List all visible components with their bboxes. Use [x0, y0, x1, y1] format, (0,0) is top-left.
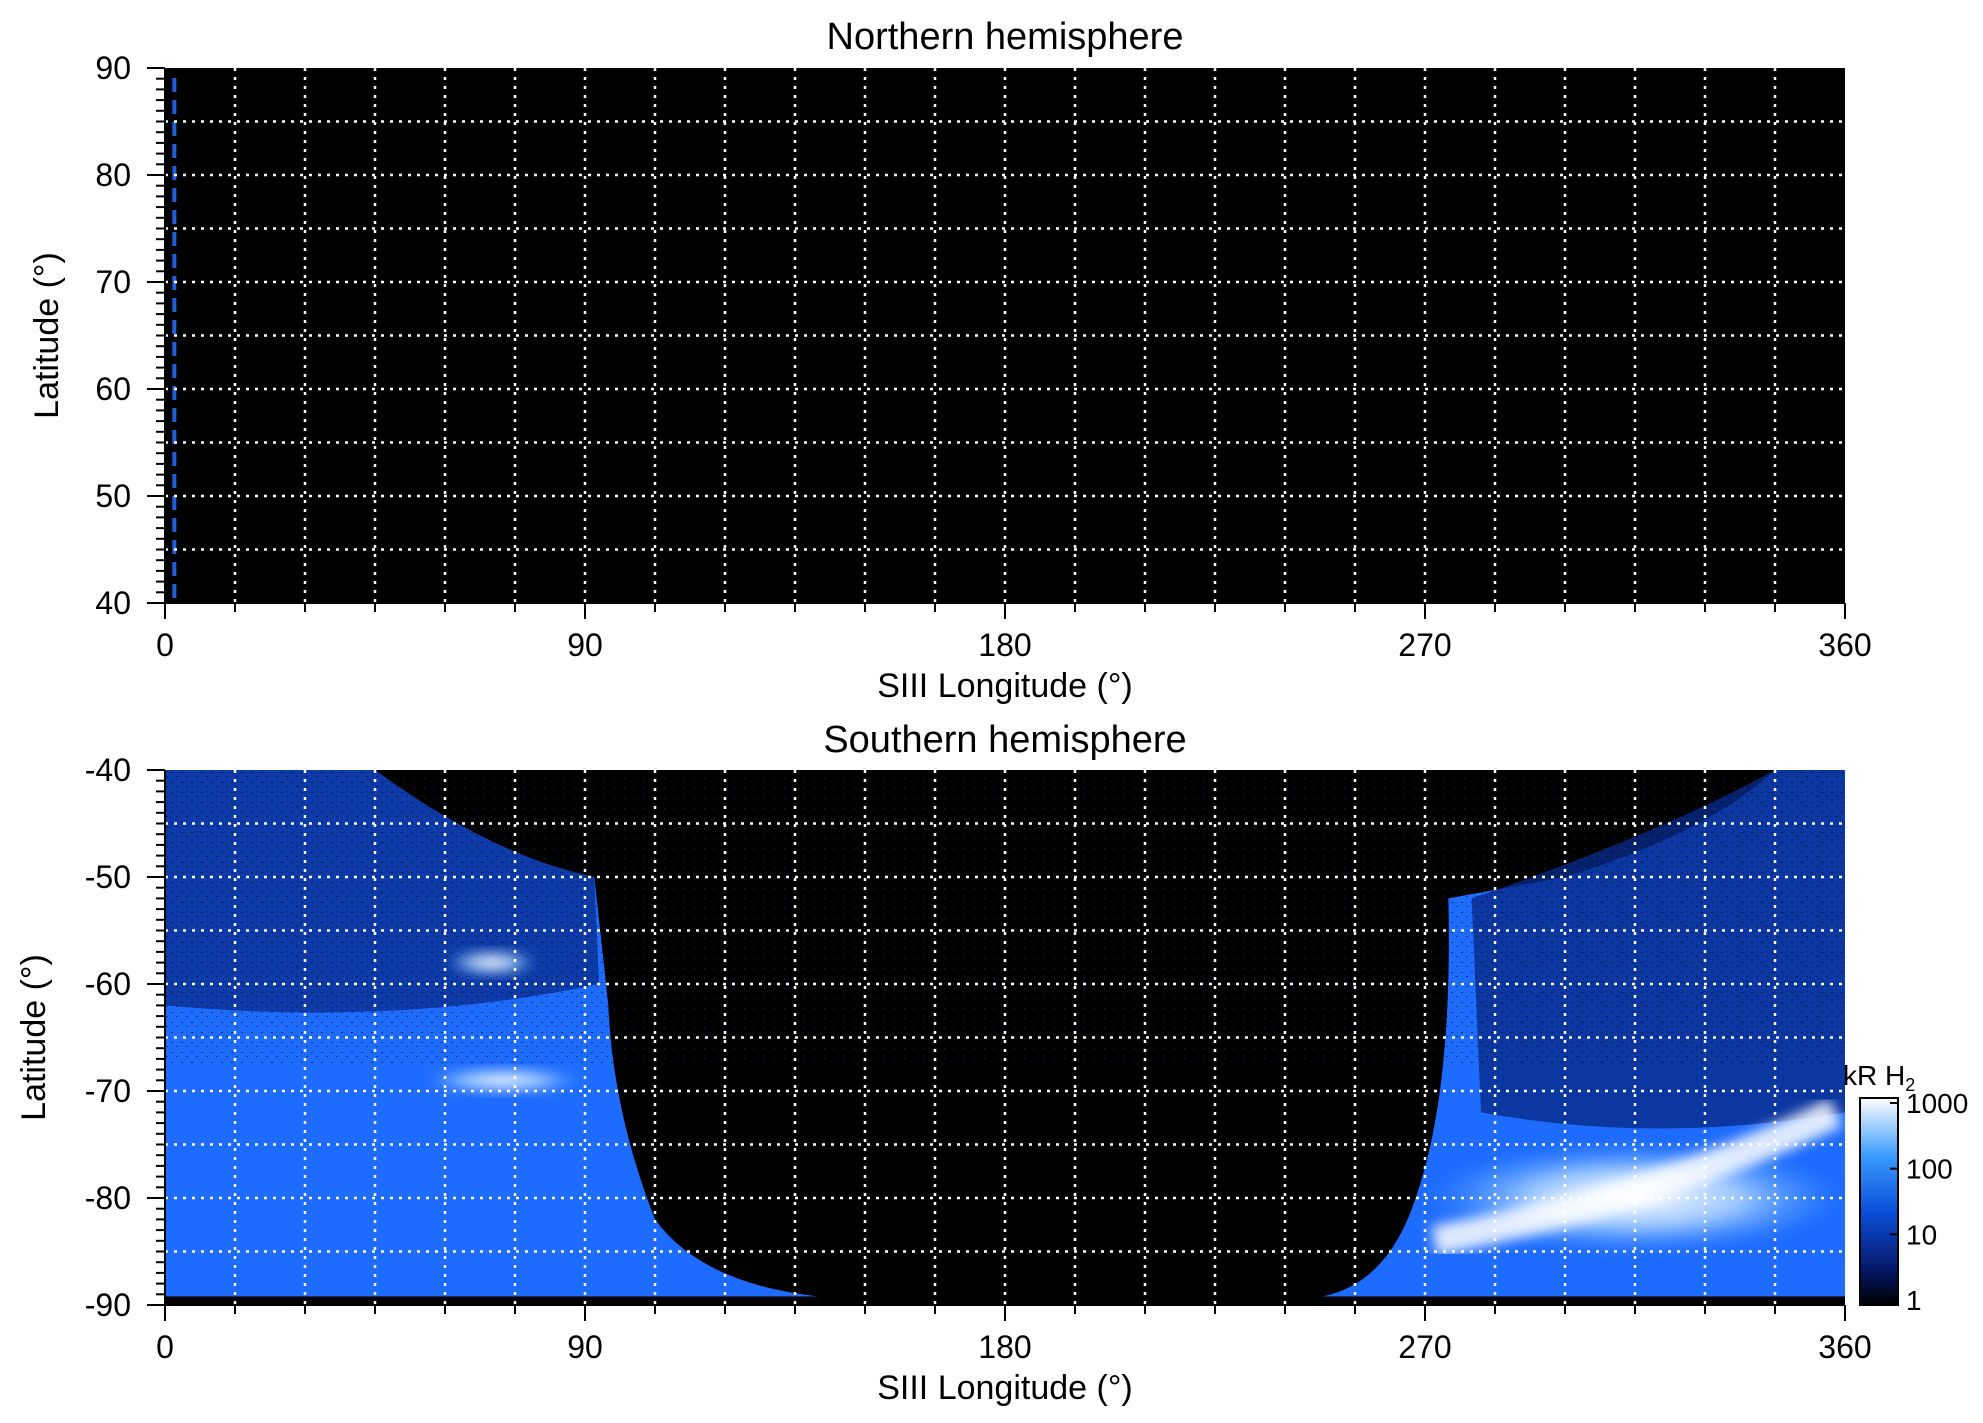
bright-emission-feature	[445, 948, 539, 977]
colorbar-tick-label: 100	[1906, 1154, 1953, 1185]
y-tick-label: -60	[85, 966, 131, 1002]
y-tick-label: 40	[95, 585, 131, 621]
emission-noise-texture	[165, 770, 1845, 1065]
y-tick-label: 70	[95, 264, 131, 300]
northern-panel: Northern hemisphere 0 90 180 270 360 90 80 70 6…	[28, 16, 1872, 705]
y-tick-label: 60	[95, 371, 131, 407]
southern-panel: Southern hemisphere 0 90 180 270 360 -40-50-…	[15, 719, 1872, 1407]
y-tick-label: -80	[85, 1180, 131, 1216]
y-tick-label: -50	[85, 859, 131, 895]
northern-x-axis-label: SIII Longitude (°)	[877, 667, 1133, 705]
northern-x-tick-labels: 0 90 180 270 360	[156, 627, 1872, 663]
northern-y-axis-label: Latitude (°)	[28, 252, 66, 419]
northern-y-tick-labels: 90 80 70 60 50 40	[95, 50, 131, 621]
x-tick-label: 90	[567, 1329, 603, 1365]
colorbar-tick-label: 10	[1906, 1219, 1937, 1250]
southern-x-tick-labels: 0 90 180 270 360	[156, 1329, 1872, 1365]
y-tick-label: 50	[95, 478, 131, 514]
x-tick-label: 90	[567, 627, 603, 663]
southern-y-axis-label: Latitude (°)	[15, 954, 53, 1121]
x-tick-label: 270	[1398, 1329, 1451, 1365]
y-tick-label: -40	[85, 752, 131, 788]
northern-ticks	[147, 67, 1846, 619]
northern-grid	[165, 68, 1845, 603]
x-tick-label: 180	[978, 1329, 1031, 1365]
southern-y-tick-labels: -40 -50 -60 -70 -80 -90	[85, 752, 131, 1323]
southern-x-axis-label: SIII Longitude (°)	[877, 1369, 1133, 1407]
x-tick-label: 180	[978, 627, 1031, 663]
southern-ticks	[147, 769, 1846, 1321]
colorbar: kR H2 1000 100 10 1	[1843, 1060, 1968, 1316]
southern-title: Southern hemisphere	[823, 719, 1186, 761]
colorbar-gradient	[1859, 1097, 1899, 1306]
bright-emission-feature	[421, 1066, 585, 1095]
x-tick-label: 270	[1398, 627, 1451, 663]
colorbar-tick-label: 1	[1906, 1285, 1922, 1316]
bright-emission-arc	[1431, 1098, 1843, 1256]
y-tick-label: -70	[85, 1073, 131, 1109]
colorbar-label: kR H2	[1843, 1060, 1915, 1095]
southern-grid	[165, 770, 1845, 1305]
northern-title: Northern hemisphere	[827, 16, 1184, 58]
colorbar-tick-label: 1000	[1906, 1088, 1968, 1119]
x-tick-label: 0	[156, 627, 174, 663]
y-tick-label: 80	[95, 157, 131, 193]
x-tick-label: 360	[1818, 627, 1871, 663]
y-tick-label: -90	[85, 1287, 131, 1323]
emission-bottom-edge	[165, 1296, 1845, 1305]
x-tick-label: 360	[1818, 1329, 1871, 1365]
y-tick-label: 90	[95, 50, 131, 86]
colorbar-ticks: 1000 100 10 1	[1890, 1088, 1968, 1316]
x-tick-label: 0	[156, 1329, 174, 1365]
